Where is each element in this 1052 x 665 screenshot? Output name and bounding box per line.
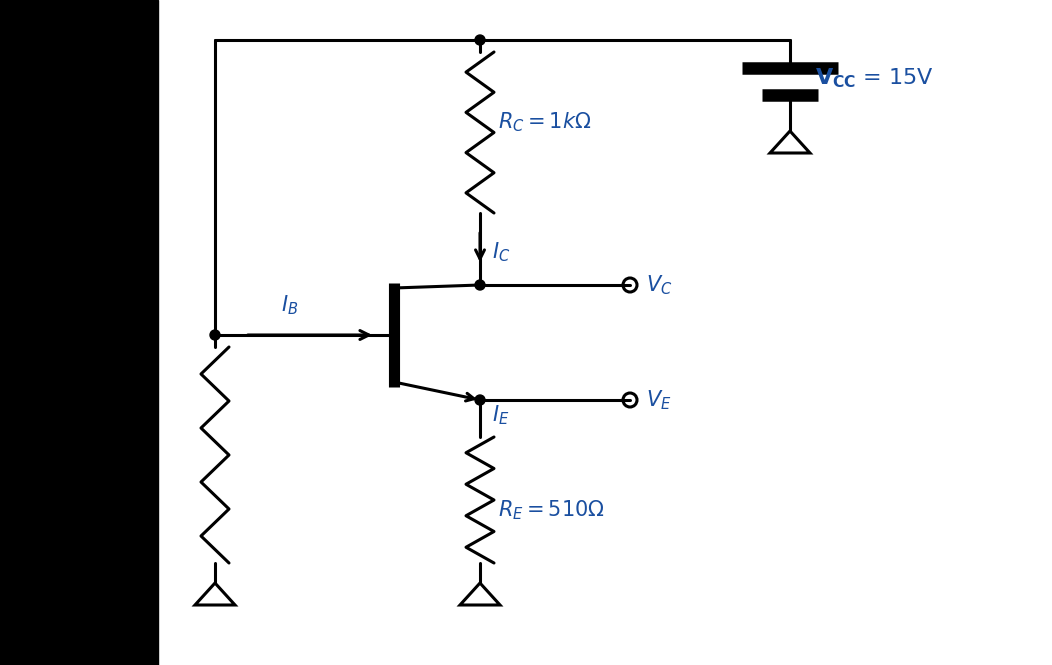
Bar: [0, 0, 155, 665]
Text: $I_B$: $I_B$: [281, 293, 299, 317]
Text: $I_C$: $I_C$: [492, 241, 510, 264]
Circle shape: [476, 395, 485, 405]
Circle shape: [476, 35, 485, 45]
Text: $\mathbf{V_{CC}}$ = 15V: $\mathbf{V_{CC}}$ = 15V: [815, 66, 934, 90]
Text: $I_E$: $I_E$: [492, 403, 509, 427]
Text: $R_C = 1k\Omega$: $R_C = 1k\Omega$: [498, 110, 591, 134]
Bar: [0, 0, 158, 665]
Text: $V_E$: $V_E$: [646, 388, 671, 412]
Circle shape: [476, 280, 485, 290]
Circle shape: [210, 330, 220, 340]
Text: $R_E = 510\Omega$: $R_E = 510\Omega$: [498, 498, 605, 522]
Text: $V_C$: $V_C$: [646, 273, 672, 297]
